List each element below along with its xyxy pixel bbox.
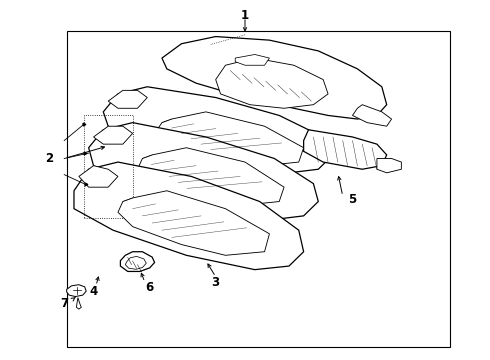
- Polygon shape: [304, 130, 387, 169]
- Polygon shape: [79, 166, 118, 187]
- Text: 1: 1: [241, 9, 249, 22]
- Polygon shape: [352, 105, 392, 126]
- Polygon shape: [121, 252, 155, 271]
- Polygon shape: [94, 126, 133, 144]
- Polygon shape: [67, 285, 86, 297]
- Text: 2: 2: [46, 152, 53, 165]
- Text: 3: 3: [212, 276, 220, 289]
- Polygon shape: [377, 158, 401, 173]
- Polygon shape: [235, 54, 270, 65]
- Text: 7: 7: [60, 297, 68, 310]
- Polygon shape: [138, 148, 284, 205]
- Text: 5: 5: [348, 193, 357, 206]
- Polygon shape: [74, 162, 304, 270]
- Polygon shape: [125, 256, 147, 269]
- Polygon shape: [157, 112, 304, 166]
- Polygon shape: [103, 87, 333, 173]
- Polygon shape: [118, 191, 270, 255]
- Text: 4: 4: [89, 285, 98, 298]
- Text: 6: 6: [146, 281, 154, 294]
- Polygon shape: [89, 123, 318, 220]
- Bar: [67, 31, 450, 347]
- Polygon shape: [162, 37, 387, 119]
- Polygon shape: [76, 298, 81, 309]
- Polygon shape: [108, 90, 147, 108]
- Polygon shape: [216, 58, 328, 108]
